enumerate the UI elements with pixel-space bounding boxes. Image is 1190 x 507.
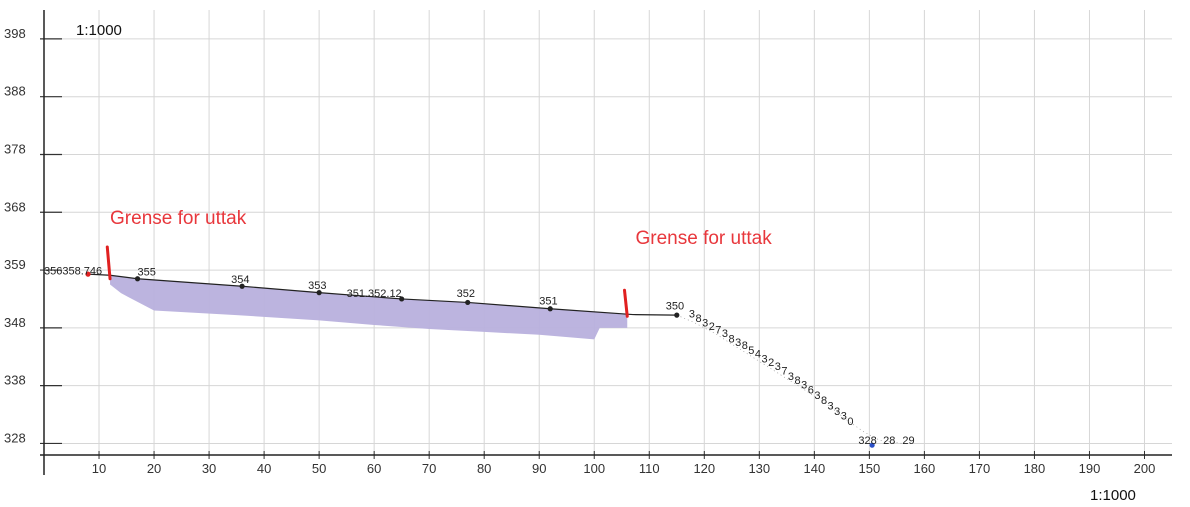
slope-point-label: 8 [742,340,748,352]
point-marker [674,312,680,318]
slope-point-label: 3 [702,318,708,330]
slope-point-label: 3 [722,328,728,340]
y-tick-label: 359 [4,257,26,272]
slope-point-label: 7 [715,325,721,337]
slope-point-label: 0 [847,416,853,428]
x-tick-label: 190 [1079,461,1101,476]
x-tick-label: 70 [422,461,436,476]
x-tick-label: 150 [859,461,881,476]
x-tick-label: 30 [202,461,216,476]
x-tick-label: 180 [1024,461,1046,476]
point-marker [239,283,245,289]
limit-annotation: Grense for uttak [636,228,773,249]
point-label: 351.352.12 [347,288,402,300]
y-tick-label: 398 [4,26,26,41]
slope-point-label: 8 [795,375,801,387]
slope-point-label: 6 [808,385,814,397]
slope-point-label: 3 [814,390,820,402]
slope-point-label: 2 [709,321,715,333]
slope-point-label: 2 [768,357,774,369]
slope-point-label: 3 [775,361,781,373]
point-marker [869,442,875,448]
axes [40,10,1172,475]
slope-point-label: 3 [801,380,807,392]
slope-point-label: 5 [748,345,754,357]
x-tick-label: 120 [693,461,715,476]
slope-point-label: 3 [735,337,741,349]
y-tick-label: 388 [4,84,26,99]
slope-profile-line [676,314,903,444]
x-tick-label: 160 [914,461,936,476]
point-marker [399,296,405,302]
point-marker [547,306,553,312]
extraction-area [110,275,628,340]
limit-marker [105,245,112,281]
point-marker [465,299,471,306]
x-tick-label: 200 [1134,461,1156,476]
slope-point-label: 3 [762,354,768,366]
point-marker [85,271,91,277]
point-label: 356358.746 [44,266,102,278]
y-tick-label: 338 [4,373,26,388]
y-tick-label: 348 [4,315,26,330]
tick-label-layer: 10 20 30 40 50 60 70 80 90 100 110 120 130 140 150 160 1… [4,26,1155,476]
slope-point-label: 8 [821,395,827,407]
point-label: 29 [902,435,914,447]
label-layer: Grense for uttak Grense for uttak 356358.7… [44,208,915,447]
point-label: 354 [231,274,249,286]
y-tick-label: 368 [4,199,26,214]
slope-point-label: 3 [828,400,834,412]
slope-point-label: 3 [788,371,794,383]
limit-annotation: Grense for uttak [110,208,247,229]
point-label: 355 [138,266,156,278]
x-tick-label: 130 [748,461,770,476]
x-tick-label: 80 [477,461,491,476]
point-label: 28 [883,435,895,447]
slope-point-label: 8 [729,333,735,345]
slope-point-label: 7 [781,366,787,378]
x-tick-label: 140 [803,461,825,476]
point-marker [316,290,322,296]
slope-point-label: 3 [841,411,847,423]
x-tick-label: 100 [583,461,605,476]
slope-point-label: 4 [755,348,761,360]
x-tick-label: 50 [312,461,326,476]
extraction-area-layer [110,275,628,340]
slope-point-label: 8 [695,313,701,325]
x-tick-label: 20 [147,461,161,476]
point-label: 350 [666,300,684,312]
point-label: 352 [457,288,475,300]
x-tick-label: 110 [639,461,660,476]
profile-layer [87,273,903,444]
point-label: 351 [539,296,557,308]
slope-point-label: 3 [689,308,695,320]
y-tick-label: 378 [4,141,26,156]
x-tick-label: 60 [367,461,381,476]
x-tick-label: 90 [532,461,546,476]
terrain-profile-line [87,273,677,316]
y-tick-label: 328 [4,430,26,445]
scale-label-top: 1:1000 [76,22,122,39]
point-label: 353 [308,280,326,292]
x-tick-label: 40 [257,461,271,476]
limit-marker [623,288,629,318]
marker-layer [85,271,875,448]
scale-label-bottom: 1:1000 [1090,487,1136,504]
grid [44,10,1172,455]
slope-point-label: 3 [834,406,840,418]
x-tick-label: 170 [969,461,991,476]
limit-marker-layer [105,245,629,318]
x-tick-label: 10 [92,461,106,476]
point-label: 328 [858,435,876,447]
point-marker [134,276,141,282]
